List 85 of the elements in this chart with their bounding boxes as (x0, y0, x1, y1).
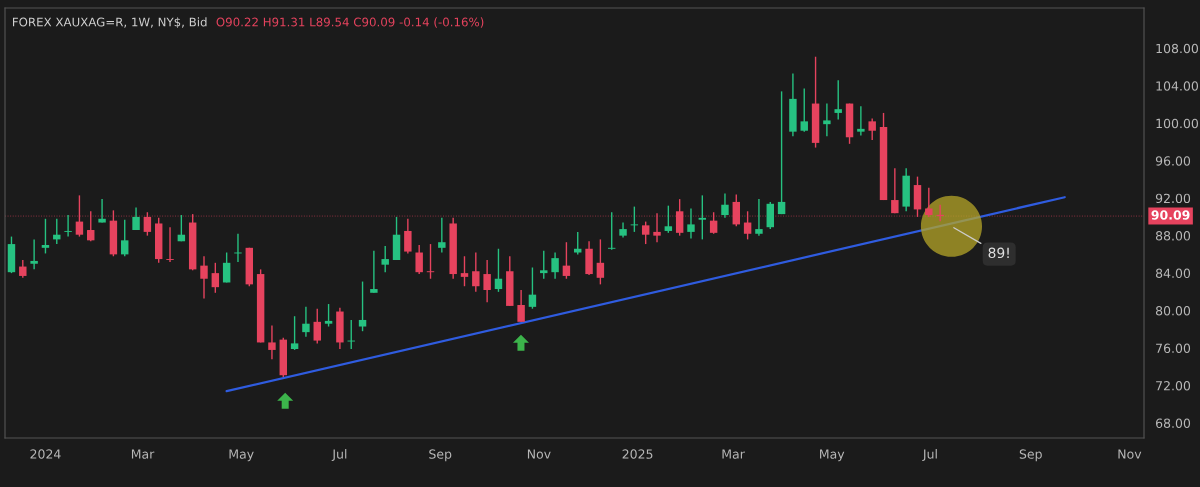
y-tick-label: 88.00 (1155, 231, 1191, 241)
y-tick-label: 80.00 (1155, 306, 1191, 316)
x-tick-label: 2025 (622, 449, 653, 459)
text: O90.22 H91.31 L89.54 C90.09 -0.14 (-0.16%) (216, 17, 484, 28)
candlestick (64, 214, 72, 238)
y-tick-label: 76.00 (1156, 343, 1191, 353)
candlestick (324, 303, 333, 328)
candlestick (540, 249, 548, 280)
candlestick (460, 255, 469, 287)
candlestick (630, 205, 639, 233)
y-tick-label: 84.00 (1155, 268, 1191, 279)
candlestick (415, 244, 423, 275)
candlestick (528, 266, 537, 310)
candlestick (483, 259, 491, 303)
x-tick-label: May (229, 449, 254, 462)
candlestick (370, 249, 378, 294)
candlestick (868, 117, 876, 141)
x-tick-label: Mar (722, 449, 745, 459)
y-tick-label: 108.00 (1156, 43, 1199, 54)
candlestick (551, 251, 559, 280)
candlestick (653, 212, 661, 243)
candlestick (143, 211, 152, 237)
x-tick-label: Sep (429, 449, 452, 462)
x-tick-label: Jul (922, 449, 937, 462)
candlestick (494, 248, 503, 293)
candlestick (721, 192, 729, 219)
candlestick (222, 251, 231, 284)
candlestick (347, 319, 355, 350)
candlestick (800, 87, 808, 133)
y-tick-label: 68.00 (1155, 418, 1191, 428)
text: FOREX XAUXAG=R, 1W, NY$, Bid (12, 17, 207, 29)
candlestick (75, 194, 84, 238)
candlestick (438, 217, 446, 254)
candlestick (664, 204, 673, 234)
y-tick-label: 96.00 (1155, 156, 1191, 166)
candlestick (823, 102, 831, 138)
x-tick-label: 2024 (30, 449, 61, 459)
candlestick (426, 243, 435, 280)
candlestick (166, 226, 174, 263)
candlestick (755, 198, 763, 237)
candlestick (857, 105, 865, 137)
y-tick-label: 104.00 (1156, 81, 1199, 91)
candlestick (211, 262, 220, 294)
candlestick (472, 251, 480, 293)
candlestick (268, 324, 276, 361)
candlestick (313, 308, 321, 345)
candlestick (687, 207, 695, 240)
x-tick-label: Sep (1019, 449, 1042, 462)
candlestick (834, 79, 842, 121)
candlestick (709, 211, 718, 235)
y-tick-label: 92.00 (1155, 193, 1191, 204)
candlestick (302, 306, 310, 338)
y-tick-label: 72.00 (1156, 381, 1191, 391)
x-tick-label: Nov (527, 449, 551, 459)
candlestick (87, 210, 95, 242)
candlestick (596, 238, 605, 286)
y-tick-label: 100.00 (1156, 118, 1199, 129)
ref-line-label: 90.09 (1151, 210, 1190, 220)
candlestick (121, 219, 129, 257)
x-tick-label: Mar (131, 449, 155, 459)
candlestick (200, 255, 208, 300)
candlestick (732, 193, 741, 227)
candlestick (891, 167, 899, 214)
candlestick (562, 241, 571, 280)
x-tick-label: Nov (1118, 449, 1142, 459)
candlestick (98, 198, 106, 224)
candlestick (30, 238, 38, 271)
candlestick (404, 218, 412, 255)
candlestick (777, 90, 786, 215)
x-tick-label: Jul (331, 449, 347, 462)
candlestick (517, 289, 525, 323)
candlestick (641, 220, 650, 245)
candlestick (743, 210, 752, 241)
candlestick (358, 280, 367, 332)
candlestick (698, 194, 707, 241)
candlestick (766, 201, 774, 230)
candlestick (381, 245, 389, 273)
candlestick (41, 218, 50, 255)
annotation: 89! (988, 247, 1009, 259)
candlestick (925, 187, 933, 218)
candlestick (290, 315, 299, 351)
candlestick (675, 198, 684, 237)
candlestick (607, 211, 616, 251)
candlestick (574, 231, 582, 256)
x-tick-label: May (820, 449, 845, 462)
